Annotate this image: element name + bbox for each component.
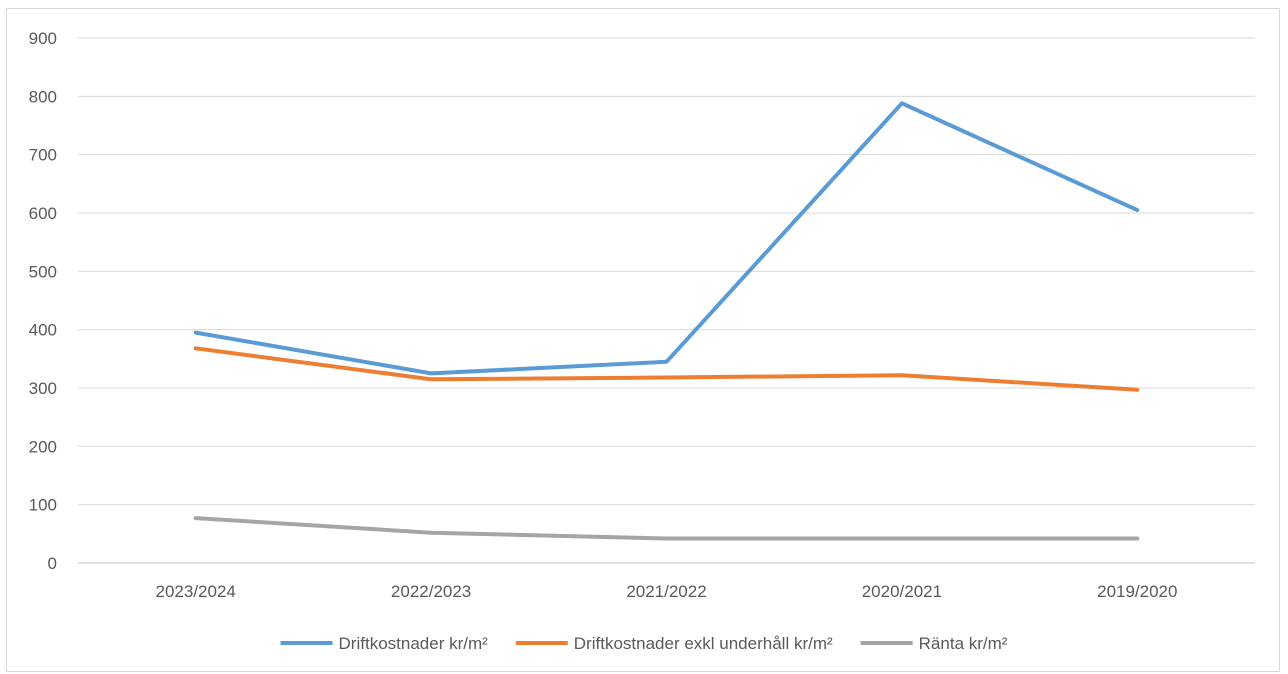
x-tick-label: 2019/2020	[1097, 582, 1177, 601]
legend: Driftkostnader kr/m² Driftkostnader exkl …	[280, 634, 1008, 653]
x-tick-label: 2022/2023	[391, 582, 471, 601]
gridlines	[78, 37, 1255, 564]
chart-frame	[6, 8, 1280, 672]
y-axis-tick-labels: 0 100 200 300 400 500 600 700 800 900	[29, 29, 57, 573]
legend-label-3: Ränta kr/m²	[919, 634, 1008, 653]
y-tick-label: 800	[29, 87, 57, 106]
x-tick-label: 2020/2021	[862, 582, 942, 601]
x-tick-label: 2021/2022	[626, 582, 706, 601]
y-tick-label: 400	[29, 321, 57, 340]
y-tick-label: 100	[29, 496, 57, 515]
x-tick-label: 2023/2024	[156, 582, 236, 601]
y-tick-label: 900	[29, 29, 57, 48]
y-tick-label: 500	[29, 262, 57, 281]
y-tick-label: 200	[29, 437, 57, 456]
y-tick-label: 300	[29, 379, 57, 398]
x-axis-tick-labels: 2023/2024 2022/2023 2021/2022 2020/2021 2019…	[156, 582, 1178, 601]
series-line-3	[193, 516, 1140, 541]
y-tick-label: 0	[48, 554, 57, 573]
legend-label-2: Driftkostnader exkl underhåll kr/m²	[574, 634, 833, 653]
y-tick-label: 600	[29, 204, 57, 223]
y-tick-label: 700	[29, 146, 57, 165]
legend-label-1: Driftkostnader kr/m²	[339, 634, 489, 653]
series-line-1	[193, 101, 1140, 376]
series-lines	[193, 101, 1140, 541]
series-line-2	[193, 346, 1140, 392]
